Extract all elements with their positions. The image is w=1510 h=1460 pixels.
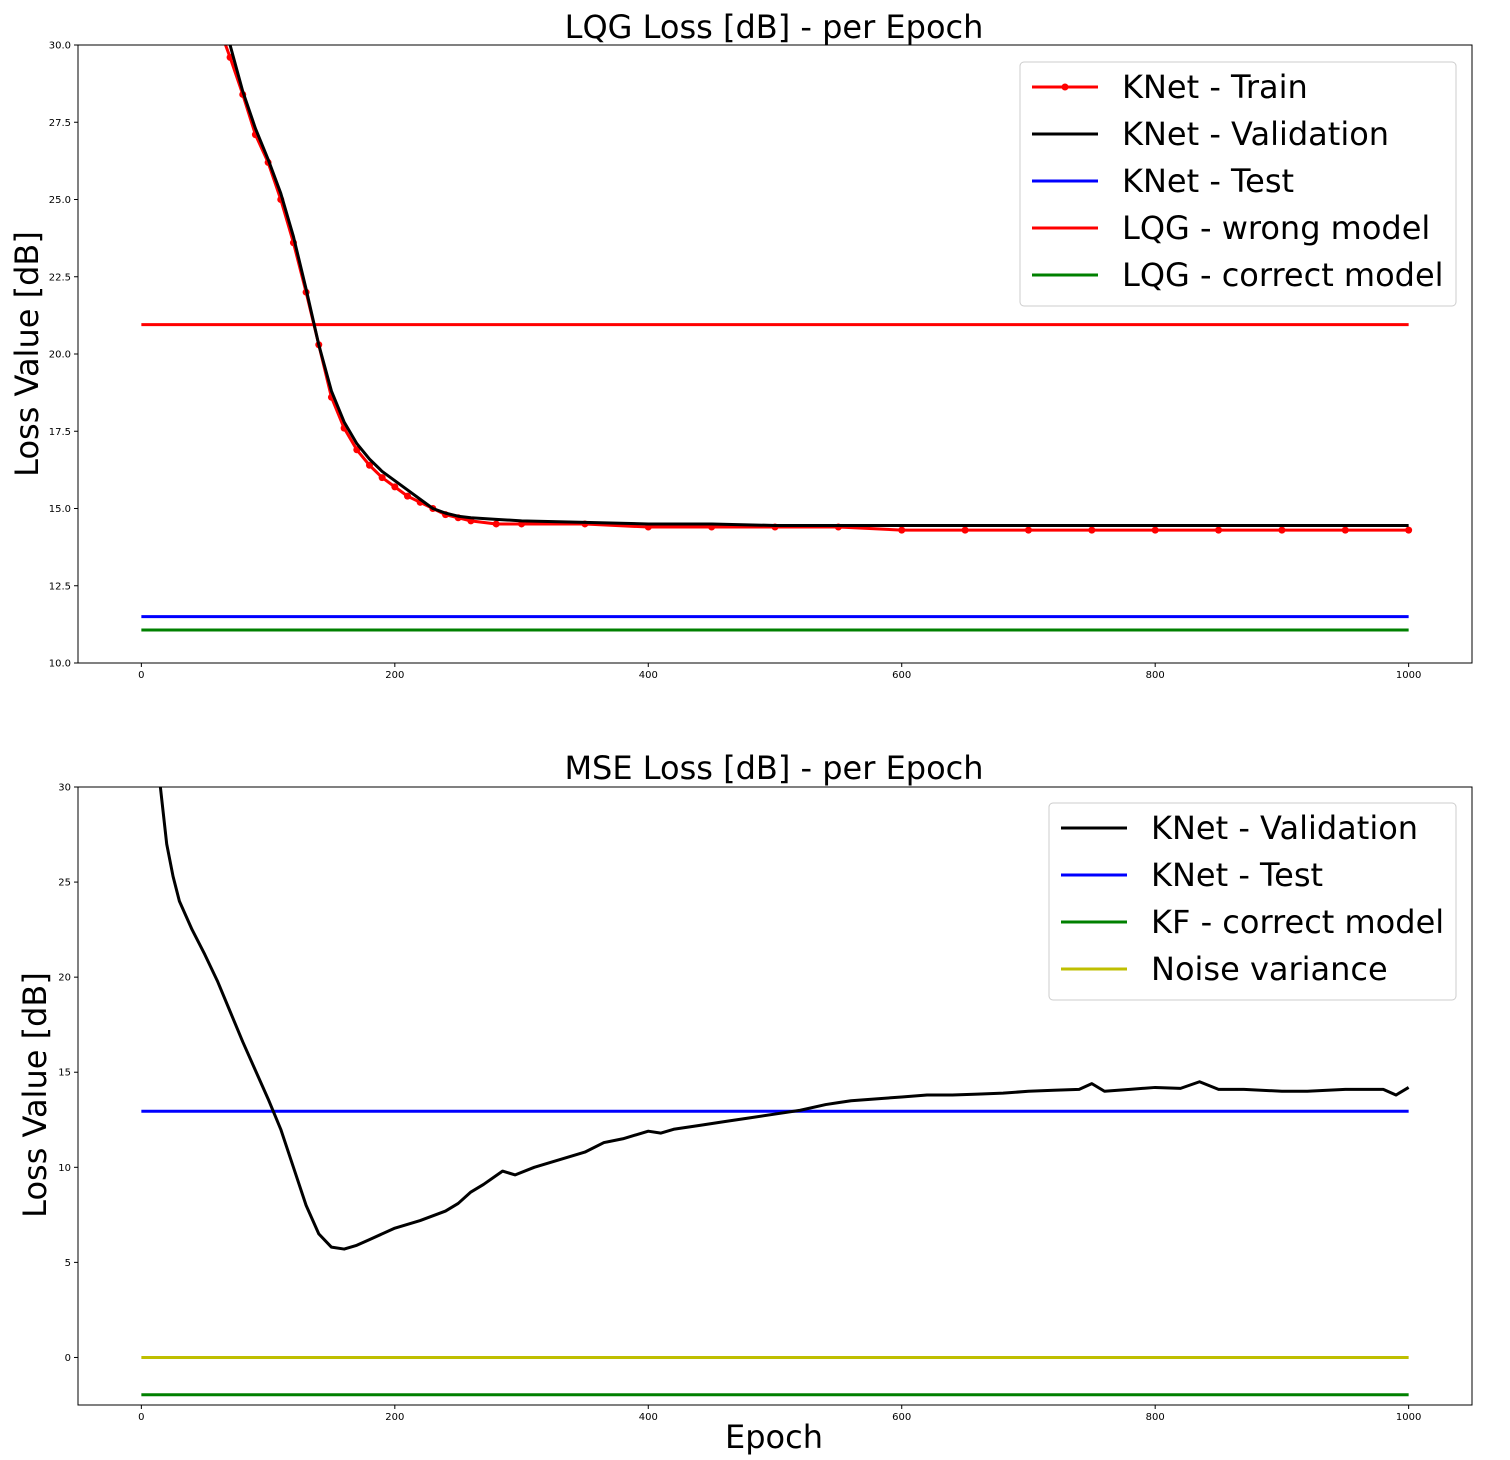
y-tick-label: 25 (58, 878, 71, 889)
legend-label: KNet - Test (1122, 162, 1294, 200)
y-tick-label: 10.0 (49, 659, 71, 670)
legend-label: KNet - Train (1122, 68, 1308, 106)
legend-label: KNet - Validation (1151, 809, 1418, 847)
x-tick-label: 800 (1146, 670, 1165, 681)
series-point-knet-train (1024, 526, 1032, 534)
y-tick-label: 25.0 (49, 195, 71, 206)
x-tick-label: 400 (639, 670, 658, 681)
legend-label: Noise variance (1151, 950, 1388, 988)
x-tick-label: 0 (138, 670, 144, 681)
series-point-knet-train (403, 492, 411, 500)
y-tick-label: 20.0 (49, 350, 71, 361)
x-tick-label: 0 (138, 1412, 144, 1423)
x-tick-label: 600 (892, 1412, 911, 1423)
legend-label: KF - correct model (1151, 903, 1444, 941)
legend-label: LQG - wrong model (1122, 209, 1430, 247)
y-tick-label: 15 (58, 1068, 71, 1079)
mse-loss-chart: MSE Loss [dB] - per Epoch Loss Value [dB… (16, 749, 1473, 1456)
lqg-legend: KNet - Train KNet - Validation KNet - Test… (1019, 61, 1457, 307)
x-tick-label: 1000 (1396, 670, 1421, 681)
series-point-knet-train (1088, 526, 1096, 534)
mse-plot-frame (77, 786, 1473, 1406)
y-tick-label: 12.5 (49, 581, 71, 592)
x-tick-label: 600 (892, 670, 911, 681)
mse-legend: KNet - Validation KNet - Test KF - correct… (1048, 802, 1457, 1001)
x-tick-label: 200 (385, 670, 404, 681)
mse-y-axis-label: Loss Value [dB] (16, 972, 54, 1218)
series-point-knet-train (378, 474, 386, 482)
legend-marker (1061, 83, 1069, 91)
mse-chart-title: MSE Loss [dB] - per Epoch (564, 749, 983, 787)
lqg-y-axis-label: Loss Value [dB] (8, 231, 46, 477)
series-line-knet-validation (158, 787, 1410, 1251)
lqg-plot-frame (77, 44, 1473, 664)
x-tick-label: 400 (639, 1412, 658, 1423)
x-tick-label: 200 (385, 1412, 404, 1423)
series-point-knet-train (961, 526, 969, 534)
series-point-knet-train (1278, 526, 1286, 534)
legend-label: KNet - Validation (1122, 115, 1389, 153)
series-point-knet-train (1151, 526, 1159, 534)
y-tick-label: 15.0 (49, 504, 71, 515)
y-tick-label: 20 (58, 973, 71, 984)
lqg-plot-area (141, 45, 1413, 632)
y-tick-label: 30 (58, 783, 71, 794)
series-point-knet-train (1341, 526, 1349, 534)
lqg-loss-chart: LQG Loss [dB] - per Epoch Loss Value [dB… (8, 8, 1473, 682)
x-tick-label: 800 (1146, 1412, 1165, 1423)
mse-x-axis-label: Epoch (725, 1418, 823, 1456)
series-point-knet-train (898, 526, 906, 534)
series-point-knet-train (492, 520, 500, 528)
series-line-knet-validation (228, 45, 1409, 527)
y-tick-label: 5 (65, 1258, 71, 1269)
y-tick-label: 27.5 (49, 118, 71, 129)
y-tick-label: 17.5 (49, 427, 71, 438)
y-tick-label: 10 (58, 1163, 71, 1174)
series-point-knet-train (1405, 526, 1413, 534)
mse-axis-ticks: 0 200 400 600 800 1000 0 5 10 15 20 25 30 (58, 783, 1421, 1424)
legend-label: LQG - correct model (1122, 256, 1444, 294)
legend-box (1019, 61, 1457, 307)
y-tick-label: 22.5 (49, 272, 71, 283)
series-point-knet-train (1215, 526, 1223, 534)
x-tick-label: 1000 (1396, 1412, 1421, 1423)
series-point-knet-train (365, 461, 373, 469)
legend-label: KNet - Test (1151, 856, 1323, 894)
lqg-axis-ticks: 0 200 400 600 800 1000 10.0 12.5 15.0 17.5 20.0 22.… (49, 41, 1422, 682)
y-tick-label: 0 (65, 1353, 71, 1364)
lqg-chart-title: LQG Loss [dB] - per Epoch (565, 8, 984, 46)
y-tick-label: 30.0 (49, 41, 71, 52)
legend-box (1048, 802, 1457, 1001)
mse-plot-area (141, 787, 1410, 1397)
series-point-knet-train (391, 483, 399, 491)
